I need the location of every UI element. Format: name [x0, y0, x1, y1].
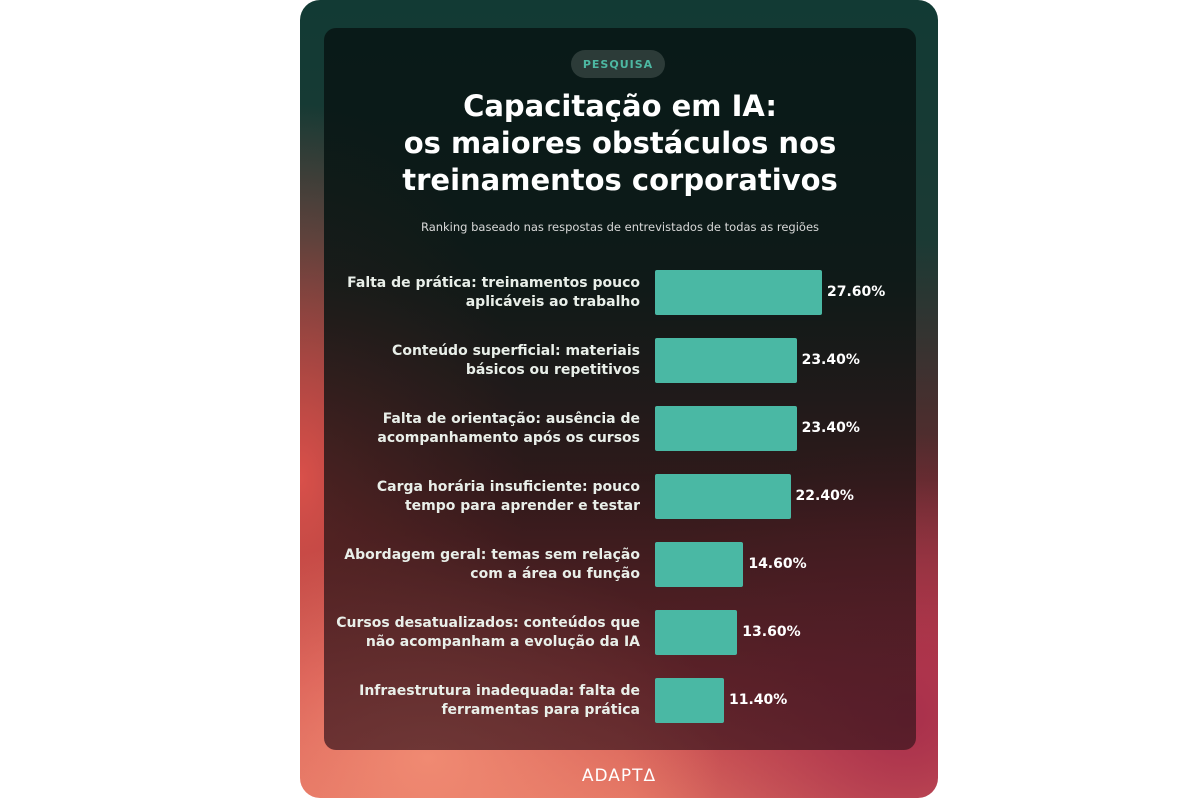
bar-label: Abordagem geral: temas sem relação com a … — [320, 546, 640, 584]
bar — [655, 474, 791, 519]
bar-label-line: ferramentas para prática — [441, 702, 640, 718]
bar-label: Falta de orientação: ausência de acompanh… — [320, 410, 640, 448]
bar-value-label: 22.40% — [795, 488, 854, 504]
bar-label: Conteúdo superficial: materiais básicos o… — [320, 342, 640, 380]
bar-label: Carga horária insuficiente: pouco tempo p… — [320, 478, 640, 516]
bar-label: Infraestrutura inadequada: falta de ferra… — [320, 682, 640, 720]
bar-label: Falta de prática: treinamentos pouco apli… — [320, 274, 640, 312]
bar-row: Falta de orientação: ausência de acompanh… — [324, 406, 916, 452]
bar — [655, 338, 797, 383]
bar-value-label: 23.40% — [801, 352, 860, 368]
bar-label-line: não acompanham a evolução da IA — [365, 634, 640, 650]
bar-row: Abordagem geral: temas sem relação com a … — [324, 542, 916, 588]
chart-panel: PESQUISA Capacitação em IA: os maiores o… — [324, 28, 916, 750]
title-line: treinamentos corporativos — [402, 163, 838, 197]
bar-label-line: acompanhamento após os cursos — [377, 430, 640, 446]
bar-label-line: Conteúdo superficial: materiais — [392, 343, 640, 359]
bar-label-line: tempo para aprender e testar — [404, 498, 640, 514]
bar-label-line: com a área ou função — [470, 566, 640, 582]
bar-label-line: básicos ou repetitivos — [465, 362, 640, 378]
bar-value-label: 27.60% — [827, 284, 886, 300]
bar-label-line: aplicáveis ao trabalho — [465, 294, 640, 310]
bar-row: Carga horária insuficiente: pouco tempo p… — [324, 474, 916, 520]
bar-label-line: Falta de orientação: ausência de — [382, 411, 640, 427]
bar-value-label: 11.40% — [728, 692, 788, 708]
title-line: Capacitação em IA: — [463, 89, 777, 123]
bar — [655, 542, 744, 587]
title-line: os maiores obstáculos nos — [403, 126, 837, 160]
bar — [655, 270, 822, 315]
bar-label-line: Falta de prática: treinamentos pouco — [347, 275, 640, 291]
bar-row: Cursos desatualizados: conteúdos que não … — [324, 610, 916, 656]
bar-label: Cursos desatualizados: conteúdos que não … — [320, 614, 640, 652]
category-badge: PESQUISA — [571, 50, 665, 78]
bar-label-line: Infraestrutura inadequada: falta de — [359, 683, 640, 699]
bar-value-label: 23.40% — [801, 420, 860, 436]
infographic-card: PESQUISA Capacitação em IA: os maiores o… — [300, 0, 938, 798]
bar-label-line: Cursos desatualizados: conteúdos que — [336, 615, 640, 631]
bar-row: Falta de prática: treinamentos pouco apli… — [324, 270, 916, 316]
bar-value-label: 14.60% — [748, 556, 807, 572]
bar-label-line: Carga horária insuficiente: pouco — [376, 479, 640, 495]
bar-row: Infraestrutura inadequada: falta de ferra… — [324, 678, 916, 724]
bar-label-line: Abordagem geral: temas sem relação — [344, 547, 640, 563]
chart-subtitle: Ranking baseado nas respostas de entrevi… — [420, 220, 820, 234]
bar — [655, 610, 738, 655]
bar — [655, 406, 797, 451]
adapta-logo: ADAPTΔ — [581, 766, 657, 786]
bar-row: Conteúdo superficial: materiais básicos o… — [324, 338, 916, 384]
bar-value-label: 13.60% — [742, 624, 801, 640]
chart-title: Capacitação em IA: os maiores obstáculos… — [324, 88, 916, 199]
bar — [655, 678, 724, 723]
